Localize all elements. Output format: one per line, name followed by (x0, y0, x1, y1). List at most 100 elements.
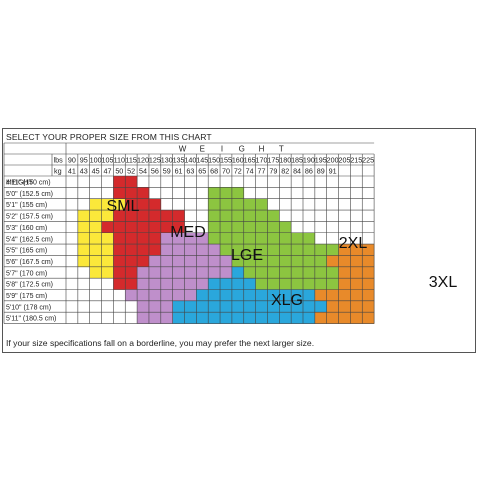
size-cell (243, 312, 256, 324)
size-cell (196, 278, 209, 290)
size-cell (208, 255, 221, 268)
size-cell (243, 278, 256, 290)
size-cell (89, 198, 102, 211)
size-cell (303, 300, 316, 313)
size-cell (184, 278, 197, 290)
kg-value: 63 (186, 166, 194, 175)
size-cell (231, 210, 245, 222)
size-cell (362, 312, 375, 324)
size-cell (231, 312, 245, 324)
size-cell (291, 289, 304, 302)
size-cell (255, 198, 268, 211)
size-cell (314, 255, 327, 268)
size-cell (196, 266, 209, 279)
height-row-label: 5'7" (170 cm) (6, 270, 47, 277)
size-cell (137, 198, 150, 211)
size-cell (243, 232, 256, 245)
size-cell (137, 255, 150, 268)
size-cell (338, 300, 351, 313)
size-cell (137, 244, 150, 256)
size-cell (184, 289, 197, 302)
size-cell (172, 221, 185, 234)
size-cell (172, 289, 185, 302)
lbs-value: 190 (303, 155, 315, 164)
size-cell (160, 244, 173, 256)
size-cell (101, 232, 114, 245)
size-cell (89, 210, 102, 222)
height-row-label: 5'8" (172.5 cm) (6, 282, 53, 289)
kg-value: 72 (234, 166, 242, 175)
kg-value: 74 (246, 166, 254, 175)
size-cell (243, 198, 256, 211)
size-cell (148, 244, 162, 256)
kg-value: 65 (198, 166, 206, 175)
size-cell (137, 221, 150, 234)
size-cell (148, 289, 162, 302)
size-cell (220, 266, 233, 279)
size-cell (267, 278, 280, 290)
size-cell (326, 289, 339, 302)
size-cell (267, 221, 280, 234)
size-cell (350, 244, 363, 256)
size-cell (279, 255, 292, 268)
size-cell (303, 232, 316, 245)
size-cell (137, 312, 150, 324)
size-cell (303, 266, 316, 279)
size-cell (291, 244, 304, 256)
size-cell (279, 266, 292, 279)
kg-value: 84 (293, 166, 301, 175)
size-cell (172, 312, 185, 324)
size-cell (220, 210, 233, 222)
lbs-value: 100 (90, 155, 102, 164)
size-cell (267, 266, 280, 279)
lbs-value: 225 (362, 155, 374, 164)
size-cell (314, 300, 327, 313)
size-cell (148, 266, 162, 279)
weight-header-letter: E (200, 145, 205, 154)
size-cell (77, 221, 90, 234)
size-cell (101, 198, 114, 211)
size-cell (125, 198, 138, 211)
kg-value: 47 (103, 166, 111, 175)
size-label-3xl: 3XL (429, 274, 458, 291)
size-cell (314, 312, 327, 324)
size-cell (208, 221, 221, 234)
height-row-label: 5'5" (165 cm) (6, 248, 47, 255)
size-cell (196, 232, 209, 245)
size-cell (148, 300, 162, 313)
size-cell (267, 210, 280, 222)
size-cell (184, 244, 197, 256)
size-cell (338, 278, 351, 290)
size-cell (362, 244, 375, 256)
size-cell (255, 244, 268, 256)
size-cell (148, 255, 162, 268)
lbs-value: 195 (315, 155, 327, 164)
size-cell (89, 266, 102, 279)
size-cell (113, 244, 126, 256)
size-cell (101, 255, 114, 268)
size-cell (77, 210, 90, 222)
size-cell (255, 266, 268, 279)
size-cell (326, 244, 339, 256)
size-cell (148, 232, 162, 245)
size-cell (160, 289, 173, 302)
size-cell (160, 278, 173, 290)
size-cell (243, 300, 256, 313)
lbs-value: 205 (338, 155, 350, 164)
size-cell (231, 266, 245, 279)
lbs-value: 105 (101, 155, 113, 164)
size-cell (255, 221, 268, 234)
size-cell (220, 312, 233, 324)
size-cell (350, 300, 363, 313)
lbs-value: 215 (350, 155, 362, 164)
size-cell (303, 312, 316, 324)
size-cell (208, 289, 221, 302)
kg-value: 70 (222, 166, 230, 175)
height-row-label: 5'10" (178 cm) (6, 304, 51, 311)
size-cell (148, 210, 162, 222)
size-cell (291, 266, 304, 279)
size-label-xlg: XLG (271, 292, 303, 309)
size-cell (303, 244, 316, 256)
height-row-label: 5'1" (155 cm) (6, 202, 47, 209)
size-cell (77, 244, 90, 256)
